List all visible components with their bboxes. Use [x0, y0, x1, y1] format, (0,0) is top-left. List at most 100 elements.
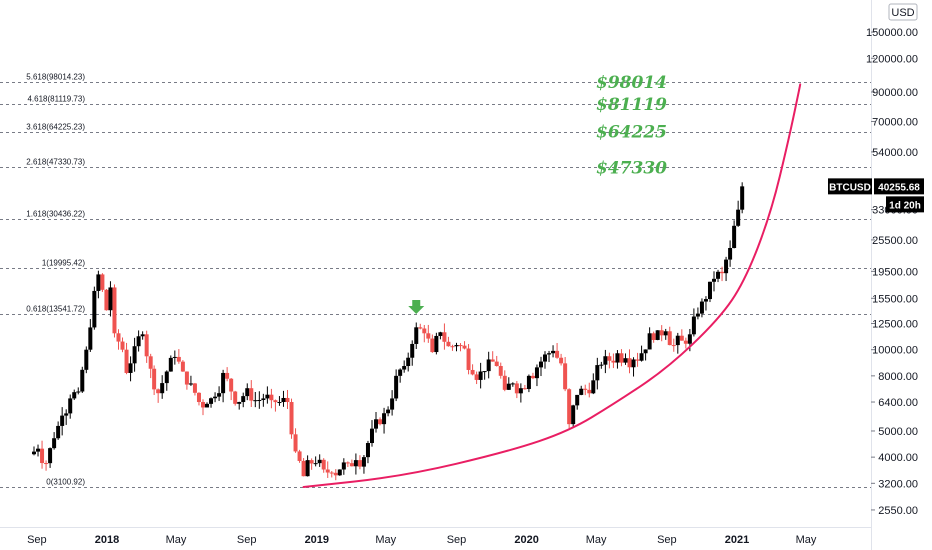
candle-body: [458, 345, 463, 347]
candle-body: [44, 463, 49, 465]
candle-body: [132, 346, 137, 364]
price-tick-label: 120000.00: [866, 53, 918, 65]
candle-body: [277, 402, 282, 404]
candle-body: [341, 462, 346, 470]
fib-level-label: 3.618(64225.23): [26, 123, 85, 132]
candle-body: [478, 371, 483, 380]
time-tick-label: May: [586, 534, 607, 546]
candle-body: [108, 287, 113, 311]
candle-body: [84, 349, 89, 370]
target-price-label: $64225: [596, 123, 667, 143]
candle-body: [257, 399, 262, 401]
time-tick-label: May: [375, 534, 396, 546]
candle-body: [579, 388, 584, 395]
candle-body: [200, 402, 205, 408]
fib-level-label: 0.618(13541.72): [26, 305, 85, 314]
candles-layer: [31, 182, 745, 481]
fib-level-label: 1(19995.42): [42, 259, 85, 268]
candle-body: [563, 363, 568, 390]
candle-body: [611, 360, 616, 363]
candle-body: [281, 397, 286, 403]
candle-body: [410, 343, 415, 358]
candle-body: [639, 353, 644, 361]
price-tick-label: 6400.00: [878, 397, 918, 409]
candle-body: [36, 448, 41, 452]
price-tick-label: 25500.00: [872, 235, 918, 247]
fib-labels-layer: 0(3100.92) 0.618(13541.72) 1(19995.42) 1.61…: [26, 73, 85, 487]
candle-body: [128, 363, 133, 373]
candle-body: [180, 361, 185, 372]
candle-body: [40, 448, 45, 464]
candle-body: [651, 333, 656, 340]
candle-body: [241, 396, 246, 403]
candle-body: [329, 472, 334, 474]
candle-body: [414, 327, 419, 344]
candle-body: [72, 392, 77, 399]
currency-badge[interactable]: [888, 3, 918, 21]
candle-body: [490, 359, 495, 362]
symbol-tag-label: BTCUSD: [829, 182, 871, 193]
target-price-label: $81119: [596, 95, 667, 115]
candle-body: [209, 398, 214, 404]
target-price-label: $47330: [596, 158, 667, 178]
candle-body: [406, 357, 411, 367]
candle-body: [732, 225, 737, 248]
candle-body: [695, 313, 700, 317]
candle-body: [64, 413, 69, 416]
candle-body: [551, 350, 556, 354]
candle-body: [603, 356, 608, 365]
candle-body: [192, 383, 197, 393]
candle-body: [361, 457, 366, 467]
candle-body: [92, 290, 97, 328]
candle-body: [442, 332, 447, 342]
candle-body: [365, 443, 370, 458]
candle-body: [100, 274, 105, 290]
candle-body: [470, 369, 475, 375]
curve-layer: [302, 83, 802, 488]
candle-body: [213, 396, 218, 399]
candle-body: [390, 398, 395, 410]
candle-body: [68, 398, 73, 414]
targets-layer: $98014$81119 $64225 $47330: [596, 73, 667, 178]
candle-body: [245, 388, 250, 397]
candle-body: [462, 345, 467, 349]
candle-body: [168, 357, 173, 372]
candle-body: [555, 350, 560, 358]
time-tick-label: May: [166, 534, 187, 546]
candle-body: [196, 392, 201, 403]
time-axis[interactable]: Sep 2018 May Sep 2019 May Sep 2020 May Sep 2021 May: [0, 527, 871, 547]
candle-body: [510, 383, 515, 385]
price-axis[interactable]: 2550.00 3200.00 4000.00 5000.00 6400.00 8000.…: [866, 0, 918, 550]
candle-body: [353, 460, 358, 467]
candle-body: [712, 278, 717, 282]
candle-body: [184, 371, 189, 385]
fib-level-label: 1.618(30436.22): [26, 210, 85, 219]
candle-body: [160, 383, 165, 394]
price-tags: BTCUSD 40255.68 1d 20h: [828, 178, 924, 213]
time-tick-label: 2018: [95, 534, 119, 546]
candle-body: [438, 332, 443, 336]
candle-body: [526, 375, 531, 389]
candle-body: [430, 338, 435, 353]
candle-body: [152, 368, 157, 390]
candle-body: [619, 353, 624, 363]
candle-body: [205, 403, 210, 408]
fib-level-label: 0(3100.92): [46, 478, 85, 487]
candle-body: [703, 299, 708, 302]
candle-body: [233, 391, 238, 404]
candle-body: [659, 330, 664, 336]
price-tick-label: 70000.00: [872, 116, 918, 128]
candle-body: [716, 271, 721, 279]
candle-body: [567, 389, 572, 425]
candle-body: [450, 346, 455, 348]
candle-body: [60, 415, 65, 426]
candle-body: [221, 372, 226, 394]
time-tick-label: Sep: [657, 534, 677, 546]
candle-body: [547, 353, 552, 355]
candle-body: [595, 365, 600, 381]
candle-body: [225, 372, 230, 379]
candle-body: [671, 345, 676, 347]
candle-body: [333, 472, 338, 476]
target-price-label: $98014: [596, 73, 667, 93]
